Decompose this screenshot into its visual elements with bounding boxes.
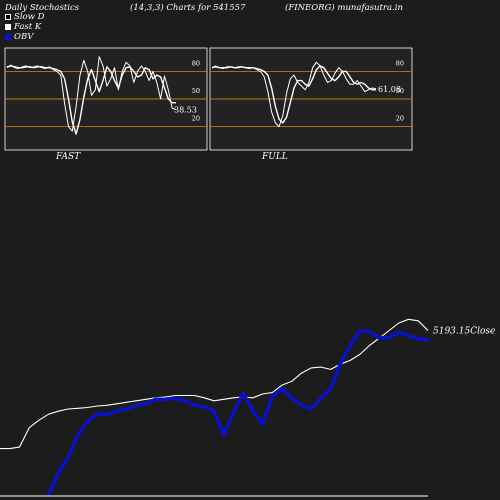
last-value-label: 38.53 — [174, 106, 197, 115]
full-stochastic-panel: 80 50 20 61.08 — [209, 47, 413, 151]
obv-line — [46, 328, 430, 497]
legend-swatch-blue-icon — [5, 33, 11, 40]
legend-label: Fast K — [14, 22, 42, 32]
tick-label-80: 80 — [396, 59, 404, 67]
tick-label-50: 50 — [396, 87, 404, 95]
close-value-label: 5193.15Close — [433, 326, 495, 336]
legend-swatch-white-icon — [5, 23, 11, 30]
last-value-label: 61.08 — [378, 85, 401, 94]
obv-close-panel: 5193.15Close — [0, 318, 495, 497]
chart-site: (FINEORG) munafasutra.in — [285, 3, 403, 13]
tick-label-20: 20 — [396, 115, 404, 123]
fast-k-line — [211, 61, 377, 128]
chart-params: (14,3,3) Charts for 541557 — [130, 3, 246, 13]
legend-label: Slow D — [14, 12, 45, 22]
legend-fast-k: Fast K — [5, 22, 41, 32]
slow-d-line — [6, 65, 176, 135]
chart-title: Daily Stochastics — [5, 3, 80, 13]
legend-swatch-outline-icon — [5, 13, 11, 20]
tick-label-80: 80 — [192, 59, 200, 67]
slow-d-line — [211, 65, 376, 124]
legend-slow-d: Slow D — [5, 12, 44, 22]
legend-label: OBV — [14, 32, 34, 42]
tick-label-50: 50 — [192, 87, 200, 95]
close-line — [0, 318, 429, 450]
fast-k-line — [6, 56, 177, 132]
fast-panel-caption: FAST — [56, 152, 81, 162]
full-panel-caption: FULL — [262, 152, 288, 162]
legend-obv: OBV — [5, 32, 33, 42]
tick-label-20: 20 — [192, 115, 200, 123]
